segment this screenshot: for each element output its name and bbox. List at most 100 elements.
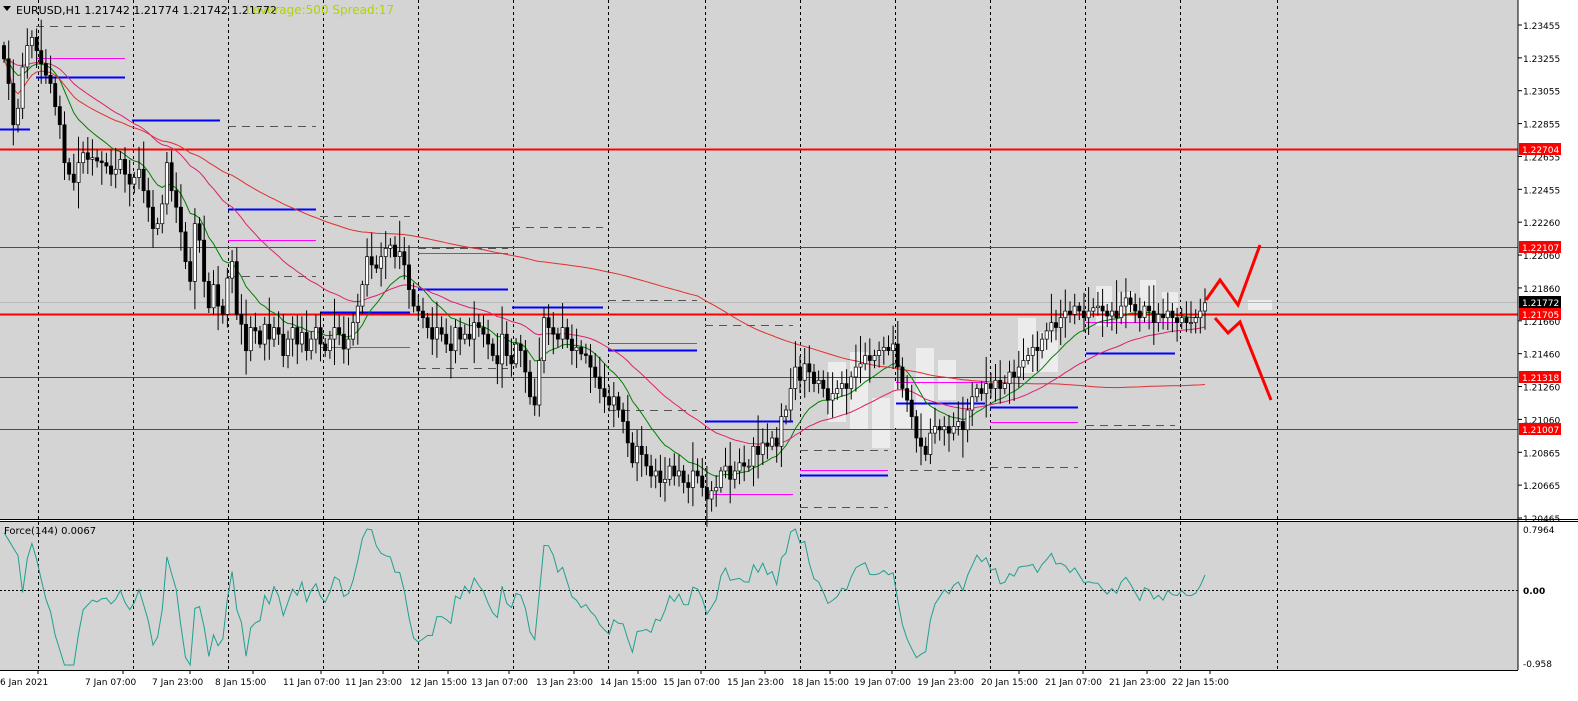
candle-body xyxy=(1114,310,1119,319)
candle-body xyxy=(937,426,942,431)
candle-body xyxy=(956,421,961,427)
candle-body xyxy=(886,346,891,351)
candle xyxy=(816,370,821,394)
candle xyxy=(430,307,435,355)
indicator-plot-area[interactable] xyxy=(0,522,1518,670)
candle xyxy=(476,314,481,337)
candle-body xyxy=(881,346,886,351)
candle xyxy=(970,382,975,426)
candle xyxy=(76,136,81,209)
candle-body xyxy=(206,281,211,309)
candle xyxy=(425,312,430,339)
candle-body xyxy=(164,162,169,205)
candle-body xyxy=(988,383,993,389)
candle-body xyxy=(1156,314,1161,323)
time-label: 7 Jan 23:00 xyxy=(152,678,204,688)
symbol-dropdown-icon[interactable] xyxy=(3,6,11,11)
candle xyxy=(67,157,72,181)
candle-body xyxy=(141,168,146,192)
candle xyxy=(639,426,644,477)
candle xyxy=(565,318,570,348)
level-label: 1.22107 xyxy=(1522,244,1559,254)
candle xyxy=(853,344,858,392)
candle-body xyxy=(85,152,90,160)
candle-body xyxy=(458,327,463,340)
candle-body xyxy=(993,379,998,389)
time-label: 21 Jan 07:00 xyxy=(1045,678,1102,688)
candle xyxy=(281,314,286,368)
candle-body xyxy=(467,333,472,340)
candle-body xyxy=(313,327,318,340)
candle-body xyxy=(1105,310,1110,317)
price-tick-label: 1.21460 xyxy=(1523,351,1560,361)
candle xyxy=(267,297,272,360)
level-label-bg xyxy=(1519,371,1561,383)
candle xyxy=(597,356,602,404)
candle-body xyxy=(523,350,528,373)
candle-body xyxy=(81,152,86,164)
candle xyxy=(751,437,756,487)
candle-body xyxy=(113,168,118,175)
candle-body xyxy=(690,470,695,488)
candle xyxy=(839,371,844,397)
candle xyxy=(928,418,933,465)
time-label: 22 Jan 15:00 xyxy=(1172,678,1229,688)
bullish-forecast-zigzag xyxy=(1204,244,1262,309)
candle-body xyxy=(192,223,197,282)
candle xyxy=(593,353,598,388)
candle xyxy=(379,242,383,287)
candle-body xyxy=(71,173,76,183)
candle-body xyxy=(244,323,248,352)
candle xyxy=(174,172,179,223)
time-label: 13 Jan 07:00 xyxy=(471,678,528,688)
indicator-scale-label: 0.00 xyxy=(1523,587,1545,597)
candle-body xyxy=(681,470,686,483)
candle xyxy=(700,458,705,497)
candle xyxy=(188,248,193,291)
force-line xyxy=(3,528,1206,667)
candle xyxy=(765,423,770,460)
indicator-scale: 0.7964 0.00 -0.958 xyxy=(1523,526,1555,670)
candle xyxy=(956,401,961,436)
candle-body xyxy=(839,383,844,389)
candle xyxy=(1119,291,1124,325)
candle-body xyxy=(262,323,267,345)
candle xyxy=(341,316,346,364)
candle-body xyxy=(393,244,397,257)
candle xyxy=(388,238,393,258)
candle-body xyxy=(588,355,593,368)
candle xyxy=(821,370,826,398)
candle xyxy=(500,306,505,388)
candle xyxy=(444,318,449,353)
candle-body xyxy=(658,470,663,483)
candle-body xyxy=(57,106,62,126)
candle-body xyxy=(528,371,532,398)
candle-body xyxy=(225,277,230,315)
candle-body xyxy=(90,157,95,160)
time-label: 14 Jan 15:00 xyxy=(600,678,657,688)
time-label: 20 Jan 15:00 xyxy=(981,678,1038,688)
candle-body xyxy=(1058,317,1063,328)
candle xyxy=(495,333,500,385)
candle-body xyxy=(39,50,44,65)
candle xyxy=(1114,280,1119,334)
candle-body xyxy=(290,327,295,340)
current-price-label: 1.21772 xyxy=(1522,299,1559,309)
candle-body xyxy=(197,223,202,241)
main-plot-area[interactable] xyxy=(0,0,1518,519)
level-label-bg xyxy=(1519,143,1561,155)
candle-body xyxy=(802,363,807,381)
candle-body xyxy=(500,333,505,365)
candle-body xyxy=(858,363,863,368)
candle xyxy=(546,304,551,345)
candle-body xyxy=(1119,305,1124,318)
price-tick-label: 1.22655 xyxy=(1523,153,1560,163)
candle-body xyxy=(407,264,411,290)
candle xyxy=(183,222,188,269)
candle-body xyxy=(593,366,598,378)
candle-body xyxy=(132,177,137,185)
candle xyxy=(1156,303,1161,332)
candles xyxy=(2,19,1207,527)
